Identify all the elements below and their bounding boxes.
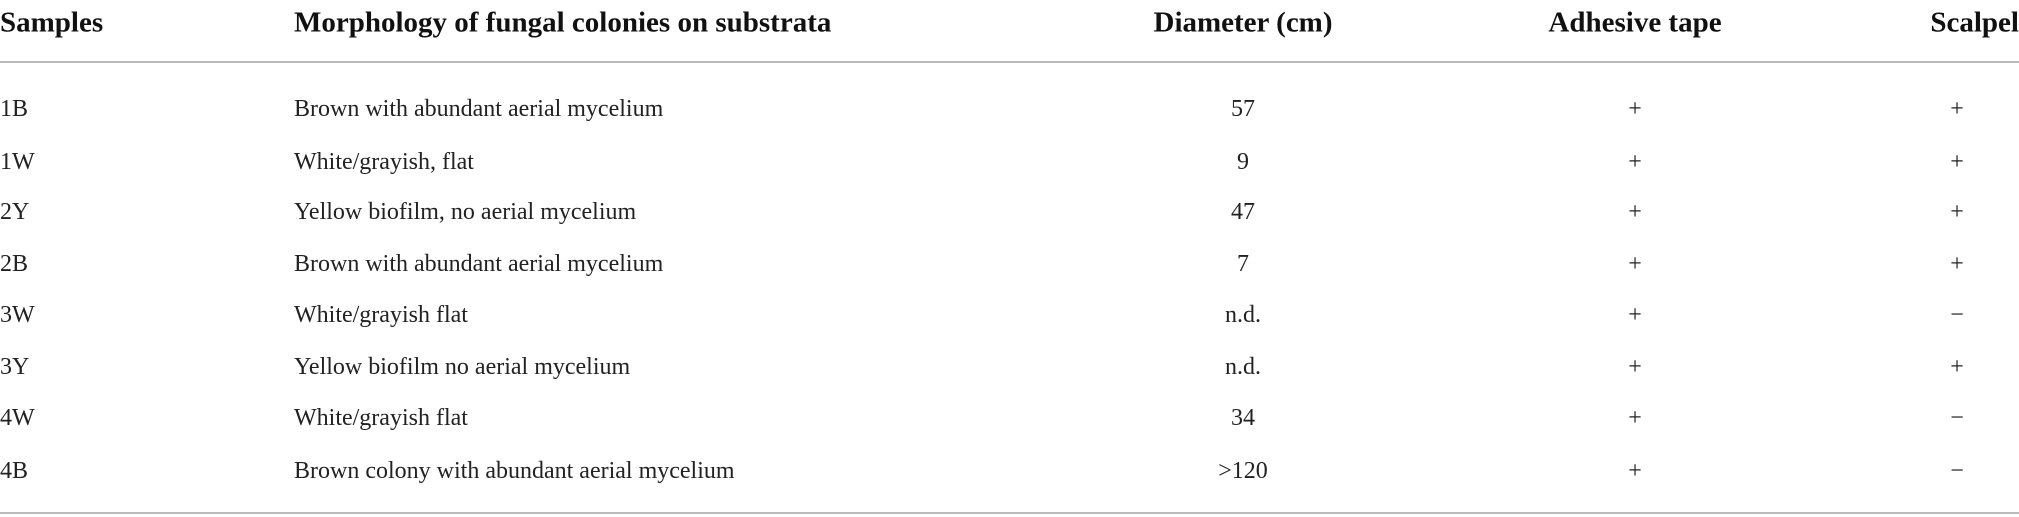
table-cell: + [1628, 458, 1642, 484]
table-cell: 7 [1237, 251, 1249, 277]
table-cell: + [1628, 96, 1642, 122]
table-cell: n.d. [1225, 302, 1261, 328]
bottom-rule [0, 512, 2019, 514]
table-cell: + [1950, 96, 1964, 122]
table-cell: − [1950, 405, 1964, 431]
table-cell: 1B [0, 96, 29, 122]
table-cell: − [1950, 458, 1964, 484]
table-cell: + [1950, 354, 1964, 380]
table-cell: >120 [1218, 458, 1268, 484]
table-cell: Brown colony with abundant aerial myceli… [294, 458, 735, 484]
table-cell: 47 [1231, 199, 1255, 225]
table-cell: Brown with abundant aerial mycelium [294, 96, 664, 122]
table-cell: + [1950, 149, 1964, 175]
table-cell: + [1950, 251, 1964, 277]
table-cell: 1W [0, 149, 35, 175]
table-cell: n.d. [1225, 354, 1261, 380]
table-cell: 34 [1231, 405, 1255, 431]
table-cell: + [1628, 251, 1642, 277]
header-cell: Scalpel [1930, 6, 2019, 39]
table-cell: + [1628, 405, 1642, 431]
table-cell: 2B [0, 251, 29, 277]
header-cell: Diameter (cm) [1153, 6, 1333, 39]
table-cell: − [1950, 302, 1964, 328]
table-cell: 3W [0, 302, 35, 328]
header-cell: Samples [0, 6, 104, 39]
table-cell: + [1628, 149, 1642, 175]
header-cell: Adhesive tape [1548, 6, 1722, 39]
table-cell: 4B [0, 458, 29, 484]
table-cell: + [1628, 354, 1642, 380]
header-cell: Morphology of fungal colonies on substra… [294, 6, 832, 39]
table-cell: 4W [0, 405, 35, 431]
table-cell: 9 [1237, 149, 1249, 175]
header-rule [0, 61, 2019, 63]
table-cell: 57 [1231, 96, 1255, 122]
table-cell: White/grayish, flat [294, 149, 474, 175]
table-cell: Yellow biofilm, no aerial mycelium [294, 199, 637, 225]
table-cell: White/grayish flat [294, 302, 468, 328]
table-cell: + [1628, 302, 1642, 328]
table-cell: White/grayish flat [294, 405, 468, 431]
table-cell: + [1950, 199, 1964, 225]
table-cell: 2Y [0, 199, 30, 225]
table-cell: Brown with abundant aerial mycelium [294, 251, 664, 277]
table-cell: + [1628, 199, 1642, 225]
table-cell: Yellow biofilm no aerial mycelium [294, 354, 631, 380]
table-cell: 3Y [0, 354, 30, 380]
